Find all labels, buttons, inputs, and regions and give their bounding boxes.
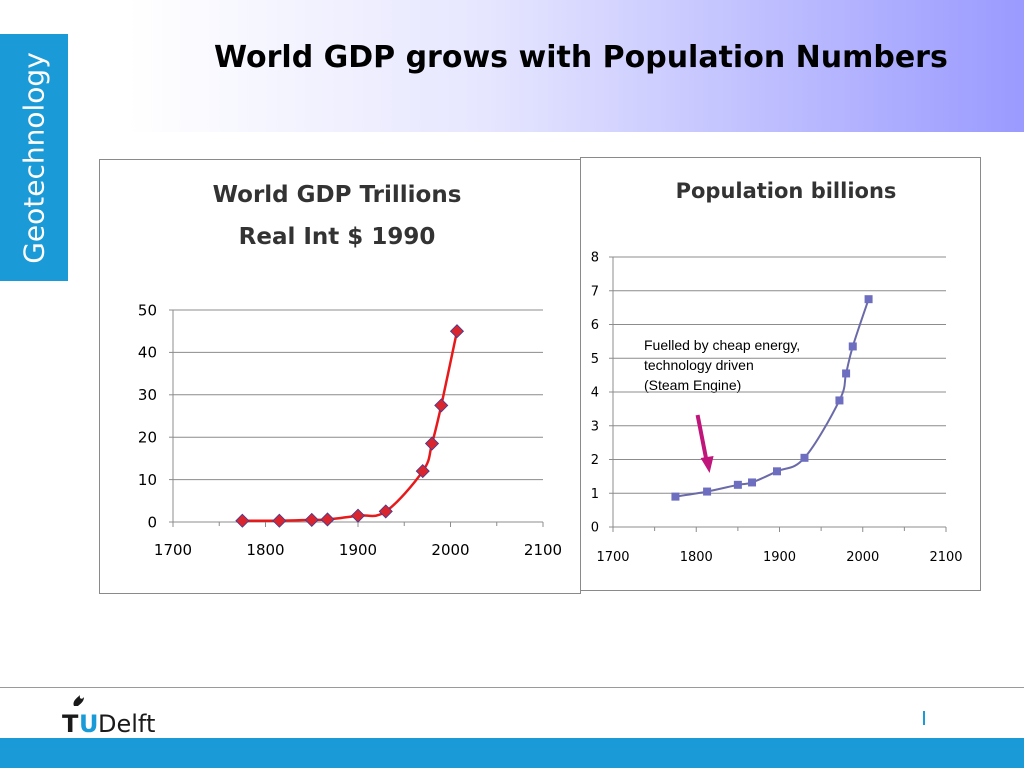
population-chart-title: Population billions <box>676 179 897 203</box>
population-x-tick-label: 1800 <box>680 550 713 565</box>
population-plot-area: 0 1 2 3 4 5 6 7 8 1700 1800 1900 2000 2100 <box>591 251 963 565</box>
population-y-tick-label: 6 <box>591 318 599 333</box>
gdp-data-point <box>434 398 449 413</box>
population-y-tick-label: 0 <box>591 521 599 536</box>
population-data-point <box>864 295 873 304</box>
gdp-y-tick-label: 40 <box>138 344 157 362</box>
gdp-data-point <box>235 513 250 528</box>
gdp-x-tick-label: 1700 <box>154 541 192 559</box>
gdp-data-point <box>449 324 465 339</box>
slide-title: World GDP grows with Population Numbers <box>214 40 948 75</box>
gdp-y-tick-label: 10 <box>138 471 157 489</box>
gdp-y-tick-label: 30 <box>138 386 157 404</box>
annotation-line-2: technology driven <box>644 357 754 373</box>
annotation-line-3: (Steam Engine) <box>644 377 741 393</box>
flame-icon <box>73 695 84 706</box>
gdp-x-tick-label: 1800 <box>246 541 284 559</box>
tudelft-logo: T U Delft <box>62 692 172 738</box>
gdp-series-line <box>242 330 459 523</box>
gdp-chart: World GDP Trillions Real Int $ 1990 0 10 2… <box>99 159 581 594</box>
annotation-arrow-head <box>700 456 714 473</box>
gdp-y-tick-label: 0 <box>147 513 157 531</box>
gdp-data-point <box>415 464 430 479</box>
population-data-point <box>703 487 712 496</box>
gdp-plot-area: 0 10 20 30 40 50 1700 1800 1900 2000 2100 <box>138 301 562 559</box>
population-data-point <box>842 369 851 378</box>
population-data-point <box>835 396 844 405</box>
population-data-point <box>733 480 742 489</box>
gdp-chart-svg: World GDP Trillions Real Int $ 1990 0 10 2… <box>138 182 562 559</box>
gdp-data-point <box>350 508 366 523</box>
population-y-tick-label: 5 <box>591 352 599 367</box>
gdp-data-point <box>304 512 319 527</box>
svg-text:U: U <box>79 710 99 736</box>
population-y-tick-label: 8 <box>591 251 599 266</box>
population-series-line <box>675 298 870 498</box>
annotation-arrow <box>695 414 714 473</box>
gdp-x-tick-label: 2000 <box>431 541 469 559</box>
gdp-data-point <box>424 436 440 451</box>
gdp-data-point <box>320 512 335 527</box>
annotation-line-1: Fuelled by cheap energy, <box>644 337 800 353</box>
population-y-tick-label: 7 <box>591 284 599 299</box>
population-y-tick-label: 2 <box>591 453 599 468</box>
title-band <box>128 0 1024 132</box>
population-data-point <box>800 453 809 462</box>
svg-text:T: T <box>62 710 79 736</box>
population-data-point <box>748 478 757 487</box>
gdp-chart-subtitle: Real Int $ 1990 <box>239 224 436 250</box>
gdp-chart-title: World GDP Trillions <box>213 182 462 208</box>
population-y-tick-label: 4 <box>591 386 599 401</box>
annotation-arrow-shaft <box>695 414 709 462</box>
population-chart-svg: Population billions Fuelled by cheap ene… <box>591 179 963 565</box>
population-y-tick-label: 1 <box>591 487 599 502</box>
gdp-y-tick-label: 50 <box>138 301 157 319</box>
footer-divider <box>0 687 1024 688</box>
population-x-tick-label: 2100 <box>929 550 962 565</box>
population-data-point <box>773 467 782 476</box>
gdp-x-tick-label: 2100 <box>524 541 562 559</box>
population-annotation: Fuelled by cheap energy, technology driv… <box>644 337 800 393</box>
tudelft-logo-svg: T U Delft <box>62 695 155 738</box>
population-data-point <box>671 492 680 501</box>
page-marker <box>923 711 925 725</box>
population-x-tick-label: 2000 <box>846 550 879 565</box>
population-x-tick-label: 1900 <box>763 550 796 565</box>
gdp-data-point <box>378 504 393 519</box>
gdp-data-point <box>272 513 287 528</box>
svg-text:Delft: Delft <box>98 710 155 736</box>
population-data-point <box>848 342 857 351</box>
population-chart: Population billions Fuelled by cheap ene… <box>580 157 981 591</box>
side-tab-label: Geotechnology <box>17 52 51 264</box>
population-x-tick-label: 1700 <box>596 550 629 565</box>
gdp-y-tick-label: 20 <box>138 428 157 446</box>
gdp-x-tick-label: 1900 <box>339 541 377 559</box>
side-tab: Geotechnology <box>0 34 68 281</box>
bottom-bar <box>0 738 1024 768</box>
population-y-tick-label: 3 <box>591 419 599 434</box>
